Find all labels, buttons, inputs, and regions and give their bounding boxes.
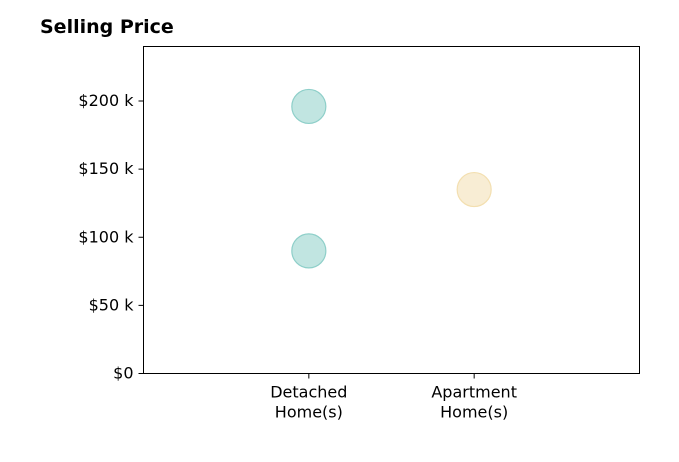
x-tick-label: Detached Home(s) bbox=[270, 383, 347, 422]
x-axis: Detached Home(s) Apartment Home(s) bbox=[270, 373, 517, 422]
y-tick-label: $100 k bbox=[78, 227, 134, 246]
y-tick-label: $150 k bbox=[78, 159, 134, 178]
y-tick-label: $200 k bbox=[78, 91, 134, 110]
y-tick-label: $50 k bbox=[89, 295, 135, 314]
plot-frame bbox=[143, 46, 640, 374]
data-points bbox=[291, 88, 492, 269]
data-point bbox=[456, 171, 492, 208]
y-tick-label: $0 bbox=[113, 364, 133, 383]
x-tick-label: Apartment Home(s) bbox=[431, 383, 517, 422]
chart-title: Selling Price bbox=[40, 16, 174, 38]
data-point bbox=[291, 88, 327, 125]
data-point bbox=[291, 233, 327, 269]
y-axis: $0 $50 k $100 k $150 k $200 k bbox=[78, 91, 144, 383]
